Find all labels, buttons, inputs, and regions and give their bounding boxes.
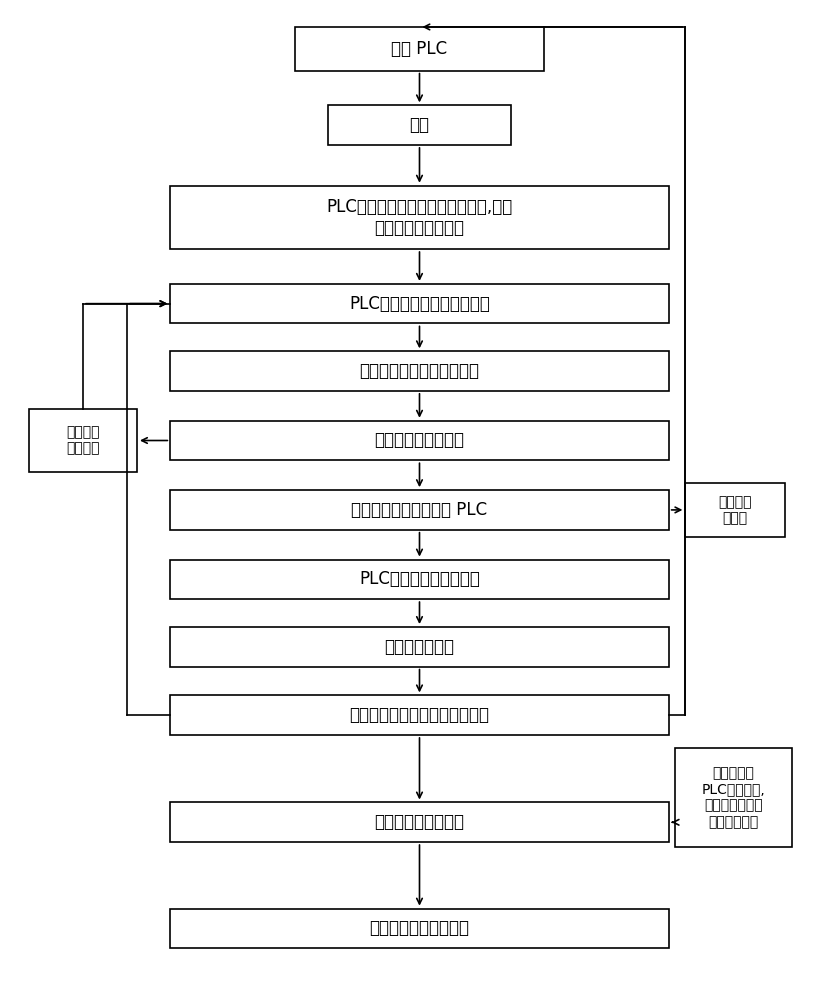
FancyBboxPatch shape [685, 483, 785, 537]
Text: 输送带将蛋托送到下一装蛋位置: 输送带将蛋托送到下一装蛋位置 [350, 706, 489, 724]
FancyBboxPatch shape [170, 351, 669, 391]
FancyBboxPatch shape [170, 627, 669, 667]
FancyBboxPatch shape [294, 27, 545, 71]
FancyBboxPatch shape [170, 490, 669, 530]
FancyBboxPatch shape [675, 748, 792, 847]
Text: 启动 PLC: 启动 PLC [392, 40, 447, 58]
Text: 复位: 复位 [409, 116, 430, 134]
Text: 传感器将检测信号传至 PLC: 传感器将检测信号传至 PLC [352, 501, 487, 519]
FancyBboxPatch shape [170, 560, 669, 599]
Text: 传感器检测装蛋信号: 传感器检测装蛋信号 [374, 431, 465, 449]
FancyBboxPatch shape [170, 421, 669, 460]
FancyBboxPatch shape [328, 105, 511, 145]
FancyBboxPatch shape [170, 284, 669, 323]
FancyBboxPatch shape [170, 909, 669, 948]
Text: 蛋托完成
一排装蛋: 蛋托完成 一排装蛋 [66, 425, 100, 456]
Text: 蜂鸣器接到
PLC控制指令,
报警（计数器计
数达到五次）: 蜂鸣器接到 PLC控制指令, 报警（计数器计 数达到五次） [701, 766, 765, 829]
Text: 离蛋输送系统开始一次送蛋: 离蛋输送系统开始一次送蛋 [359, 362, 480, 380]
FancyBboxPatch shape [170, 802, 669, 842]
Text: 完成一个蛋托的装蛋: 完成一个蛋托的装蛋 [374, 813, 465, 831]
Text: 步进电动机运动: 步进电动机运动 [384, 638, 455, 656]
FancyBboxPatch shape [29, 409, 137, 472]
Text: PLC向蛋托输送装置发出控制指令,将空
蛋托输送到指定位置: PLC向蛋托输送装置发出控制指令,将空 蛋托输送到指定位置 [326, 198, 513, 237]
FancyBboxPatch shape [170, 695, 669, 735]
FancyBboxPatch shape [170, 186, 669, 249]
Text: 完成下一个蛋托的装蛋: 完成下一个蛋托的装蛋 [369, 919, 470, 937]
Text: PLC向离蛋输送系统发送指令: PLC向离蛋输送系统发送指令 [349, 295, 490, 313]
Text: PLC向步进电机发送指令: PLC向步进电机发送指令 [359, 570, 480, 588]
Text: 计数器计
数一次: 计数器计 数一次 [718, 495, 752, 525]
